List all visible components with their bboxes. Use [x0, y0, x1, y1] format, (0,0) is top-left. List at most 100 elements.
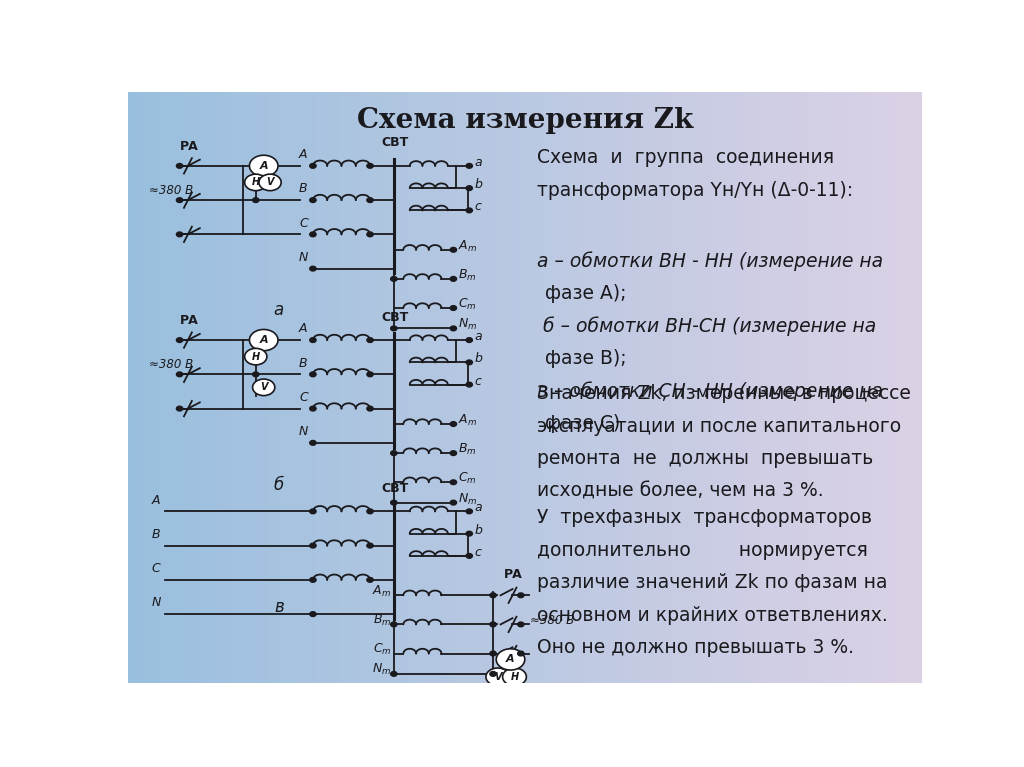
Circle shape [367, 163, 373, 168]
Circle shape [309, 163, 316, 168]
Bar [395, 92, 397, 683]
Bar [786, 92, 790, 683]
Bar [527, 92, 530, 683]
Bar [686, 92, 689, 683]
Bar [562, 92, 564, 683]
Bar [790, 92, 792, 683]
Bar [678, 92, 681, 683]
Bar [858, 92, 861, 683]
Circle shape [245, 174, 267, 191]
Bar [461, 92, 464, 683]
Circle shape [367, 198, 373, 202]
Bar [409, 92, 411, 683]
Circle shape [486, 668, 510, 686]
Circle shape [250, 330, 278, 351]
Text: b: b [475, 352, 482, 365]
Circle shape [466, 360, 472, 365]
Bar [152, 92, 155, 683]
Bar [487, 92, 490, 683]
Circle shape [367, 543, 373, 548]
Bar [758, 92, 760, 683]
Text: фазе B);: фазе B); [545, 349, 627, 368]
Bar [744, 92, 746, 683]
Circle shape [391, 672, 397, 676]
Bar [445, 92, 449, 683]
Bar [826, 92, 829, 683]
Bar [586, 92, 588, 683]
Text: А: А [259, 161, 268, 171]
Bar [837, 92, 840, 683]
Text: ремонта  не  должны  превышать: ремонта не должны превышать [537, 449, 872, 469]
Text: Схема измерения Zk: Схема измерения Zk [356, 107, 693, 133]
Circle shape [176, 198, 182, 202]
Bar [183, 92, 186, 683]
Bar [835, 92, 837, 683]
Bar [532, 92, 536, 683]
Bar [829, 92, 831, 683]
Bar [636, 92, 639, 683]
Bar [270, 92, 273, 683]
Bar [524, 92, 527, 683]
Bar [821, 92, 823, 683]
Bar [760, 92, 763, 683]
Bar [176, 92, 178, 683]
Bar [191, 92, 195, 683]
Bar [766, 92, 768, 683]
Bar [594, 92, 596, 683]
Bar [671, 92, 673, 683]
Bar [210, 92, 213, 683]
Text: a: a [475, 502, 482, 515]
Bar [816, 92, 818, 683]
Bar [377, 92, 379, 683]
Bar [276, 92, 279, 683]
Bar [768, 92, 771, 683]
Text: $C_m$: $C_m$ [373, 642, 391, 657]
Bar [673, 92, 676, 683]
Circle shape [309, 509, 316, 514]
Bar [297, 92, 300, 683]
Bar [231, 92, 233, 683]
Bar [519, 92, 522, 683]
Text: в – обмотки СН - НН (измерение на: в – обмотки СН - НН (измерение на [537, 381, 883, 401]
Bar [364, 92, 367, 683]
Bar [536, 92, 538, 683]
Circle shape [176, 163, 182, 168]
Bar [546, 92, 549, 683]
Bar [644, 92, 646, 683]
Bar [628, 92, 631, 683]
Text: дополнительно        нормируется: дополнительно нормируется [537, 541, 867, 560]
Bar [245, 92, 247, 683]
Bar [784, 92, 786, 683]
Circle shape [391, 622, 397, 627]
Bar [282, 92, 284, 683]
Bar [803, 92, 805, 683]
Bar [430, 92, 432, 683]
Bar [252, 92, 255, 683]
Bar [308, 92, 310, 683]
Bar [509, 92, 512, 683]
Bar [163, 92, 165, 683]
Bar [728, 92, 731, 683]
Circle shape [253, 198, 259, 202]
Bar [372, 92, 374, 683]
Circle shape [367, 337, 373, 342]
Circle shape [176, 337, 182, 342]
Bar [358, 92, 360, 683]
Bar [250, 92, 252, 683]
Bar [861, 92, 863, 683]
Bar [776, 92, 778, 683]
Text: $B_m$: $B_m$ [373, 613, 391, 628]
Bar [512, 92, 514, 683]
Bar [406, 92, 409, 683]
Bar [305, 92, 308, 683]
Bar [753, 92, 755, 683]
Bar [324, 92, 327, 683]
Bar [467, 92, 469, 683]
Text: $A_m$: $A_m$ [373, 584, 391, 599]
Bar [805, 92, 808, 683]
Bar [332, 92, 334, 683]
Bar [141, 92, 143, 683]
Bar [186, 92, 188, 683]
Text: Н: Н [252, 177, 260, 187]
Bar [263, 92, 265, 683]
